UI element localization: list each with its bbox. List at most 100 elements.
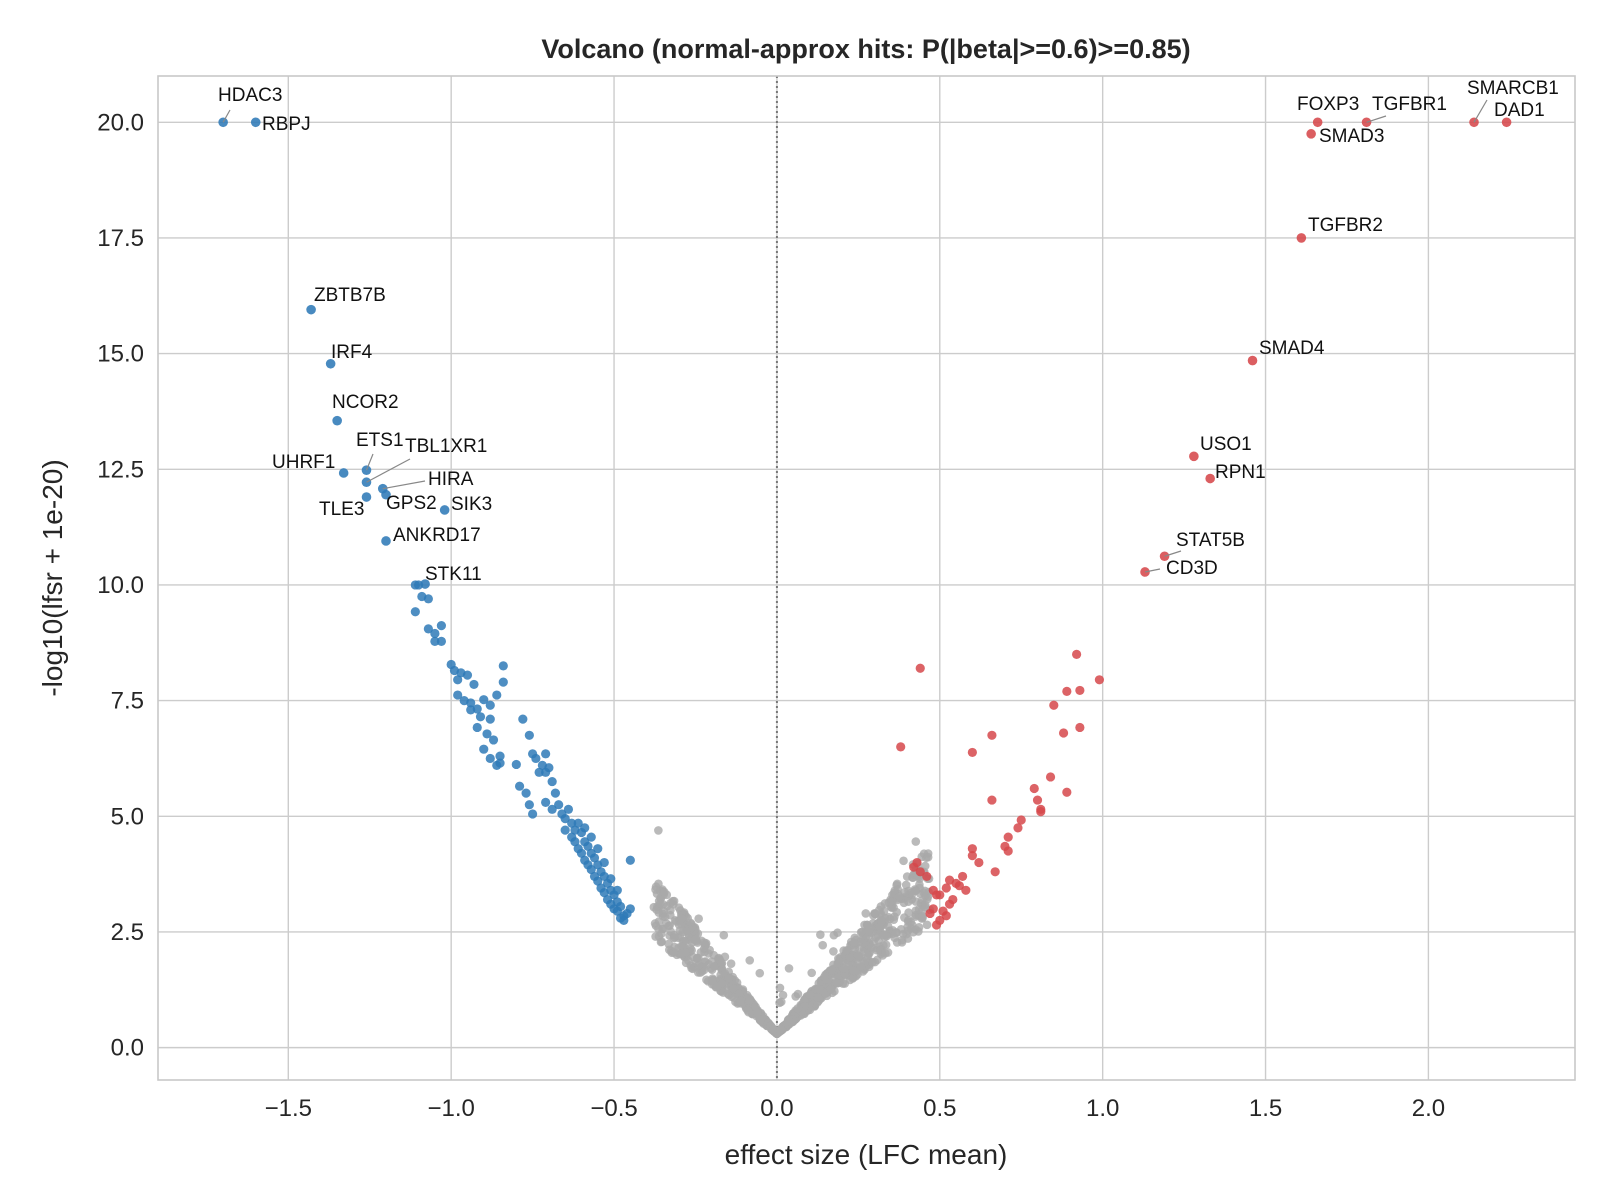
ns-point bbox=[895, 892, 904, 901]
ns-point bbox=[829, 930, 839, 940]
up-point bbox=[941, 911, 951, 921]
ns-point bbox=[877, 916, 886, 926]
ns-point bbox=[878, 930, 888, 940]
ns-point bbox=[880, 899, 890, 908]
ns-point bbox=[899, 856, 908, 866]
down-point bbox=[430, 636, 440, 646]
down-point bbox=[625, 855, 635, 865]
down-point bbox=[479, 695, 489, 705]
down-point bbox=[495, 758, 505, 768]
up-point bbox=[925, 908, 935, 919]
ns-point bbox=[745, 956, 755, 965]
up-point bbox=[1049, 700, 1059, 710]
ns-point bbox=[724, 973, 734, 983]
ns-point bbox=[883, 921, 893, 931]
ns-point bbox=[651, 885, 660, 894]
down-point bbox=[436, 621, 446, 631]
down-point bbox=[466, 705, 476, 715]
ns-point bbox=[778, 990, 788, 1000]
y-tick-label: 7.5 bbox=[111, 688, 144, 715]
label-leader-lines bbox=[222, 99, 1488, 573]
gene-label: STAT5B bbox=[1176, 530, 1245, 551]
labeled-point bbox=[1361, 117, 1372, 128]
down-point bbox=[485, 753, 495, 764]
down-point bbox=[469, 679, 479, 690]
down-point bbox=[589, 853, 600, 863]
down-point bbox=[495, 751, 505, 761]
ns-point bbox=[868, 957, 877, 967]
ns-point bbox=[910, 886, 920, 896]
ns-point bbox=[816, 930, 825, 939]
gene-label: SMARCB1 bbox=[1467, 78, 1559, 99]
gene-label: GPS2 bbox=[386, 493, 437, 514]
down-point bbox=[563, 804, 574, 814]
y-ticks: 0.0 2.5 5.0 7.5 10.0 12.5 15.0 17.5 20.0 bbox=[97, 109, 144, 1061]
up-point bbox=[1075, 685, 1085, 696]
labeled-point bbox=[381, 489, 391, 500]
up-point bbox=[1029, 783, 1039, 794]
up-point bbox=[1032, 795, 1043, 805]
labeled-point bbox=[1296, 233, 1307, 243]
gene-label: RPN1 bbox=[1215, 462, 1266, 483]
ns-point bbox=[694, 914, 703, 923]
x-tick-label: 2.0 bbox=[1412, 1095, 1445, 1122]
axes-frame bbox=[157, 75, 1576, 1081]
down-point bbox=[612, 885, 622, 895]
down-point bbox=[547, 776, 557, 787]
y-axis-label: -log10(lfsr + 1e-20) bbox=[37, 459, 68, 696]
down-point bbox=[586, 864, 596, 875]
up-point bbox=[957, 871, 968, 882]
down-point bbox=[521, 788, 531, 798]
y-tick-label: 20.0 bbox=[97, 109, 144, 136]
ns-point bbox=[918, 911, 927, 921]
up-point bbox=[944, 875, 955, 885]
up-point bbox=[974, 857, 984, 868]
labeled-point bbox=[361, 492, 372, 502]
ns-point bbox=[898, 929, 908, 939]
up-point bbox=[987, 730, 997, 740]
up-point bbox=[967, 747, 977, 758]
ns-point bbox=[666, 905, 675, 915]
down-point bbox=[466, 698, 476, 708]
labeled-point bbox=[325, 358, 336, 369]
labeled-point bbox=[361, 477, 372, 488]
ns-point bbox=[769, 1025, 778, 1034]
x-axis-label: effect size (LFC mean) bbox=[725, 1139, 1008, 1170]
ns-point bbox=[694, 960, 704, 970]
ns-point bbox=[677, 913, 686, 923]
ns-point bbox=[726, 959, 736, 969]
gene-label: ZBTB7B bbox=[314, 285, 386, 306]
down-point bbox=[498, 677, 508, 687]
ns-point bbox=[696, 947, 706, 957]
ns-point bbox=[682, 926, 691, 936]
labeled-point bbox=[250, 117, 261, 128]
gene-label: RBPJ bbox=[262, 114, 311, 135]
ns-point bbox=[656, 937, 666, 947]
ns-point bbox=[920, 886, 930, 896]
labeled-point bbox=[1205, 473, 1215, 484]
down-point bbox=[524, 800, 534, 810]
y-tick-label: 17.5 bbox=[97, 225, 144, 252]
up-point bbox=[1058, 728, 1069, 738]
ns-point bbox=[839, 964, 849, 973]
labeled-point bbox=[1189, 451, 1199, 462]
gene-label: FOXP3 bbox=[1297, 94, 1359, 115]
y-tick-label: 12.5 bbox=[97, 456, 144, 483]
y-tick-label: 5.0 bbox=[111, 803, 144, 830]
down-point bbox=[482, 729, 492, 739]
down-point bbox=[541, 797, 551, 807]
ns-point bbox=[814, 984, 824, 994]
gene-label: IRF4 bbox=[331, 342, 373, 363]
ns-point bbox=[842, 946, 851, 955]
down-point bbox=[606, 874, 616, 884]
gene-label: SMAD4 bbox=[1259, 338, 1325, 359]
down-point bbox=[436, 636, 446, 646]
down-point bbox=[560, 825, 570, 835]
leader-line bbox=[1473, 99, 1488, 123]
ns-point bbox=[658, 924, 668, 934]
ns-point bbox=[684, 956, 693, 965]
leader-line bbox=[366, 458, 411, 483]
gene-label: TGFBR1 bbox=[1372, 94, 1447, 115]
